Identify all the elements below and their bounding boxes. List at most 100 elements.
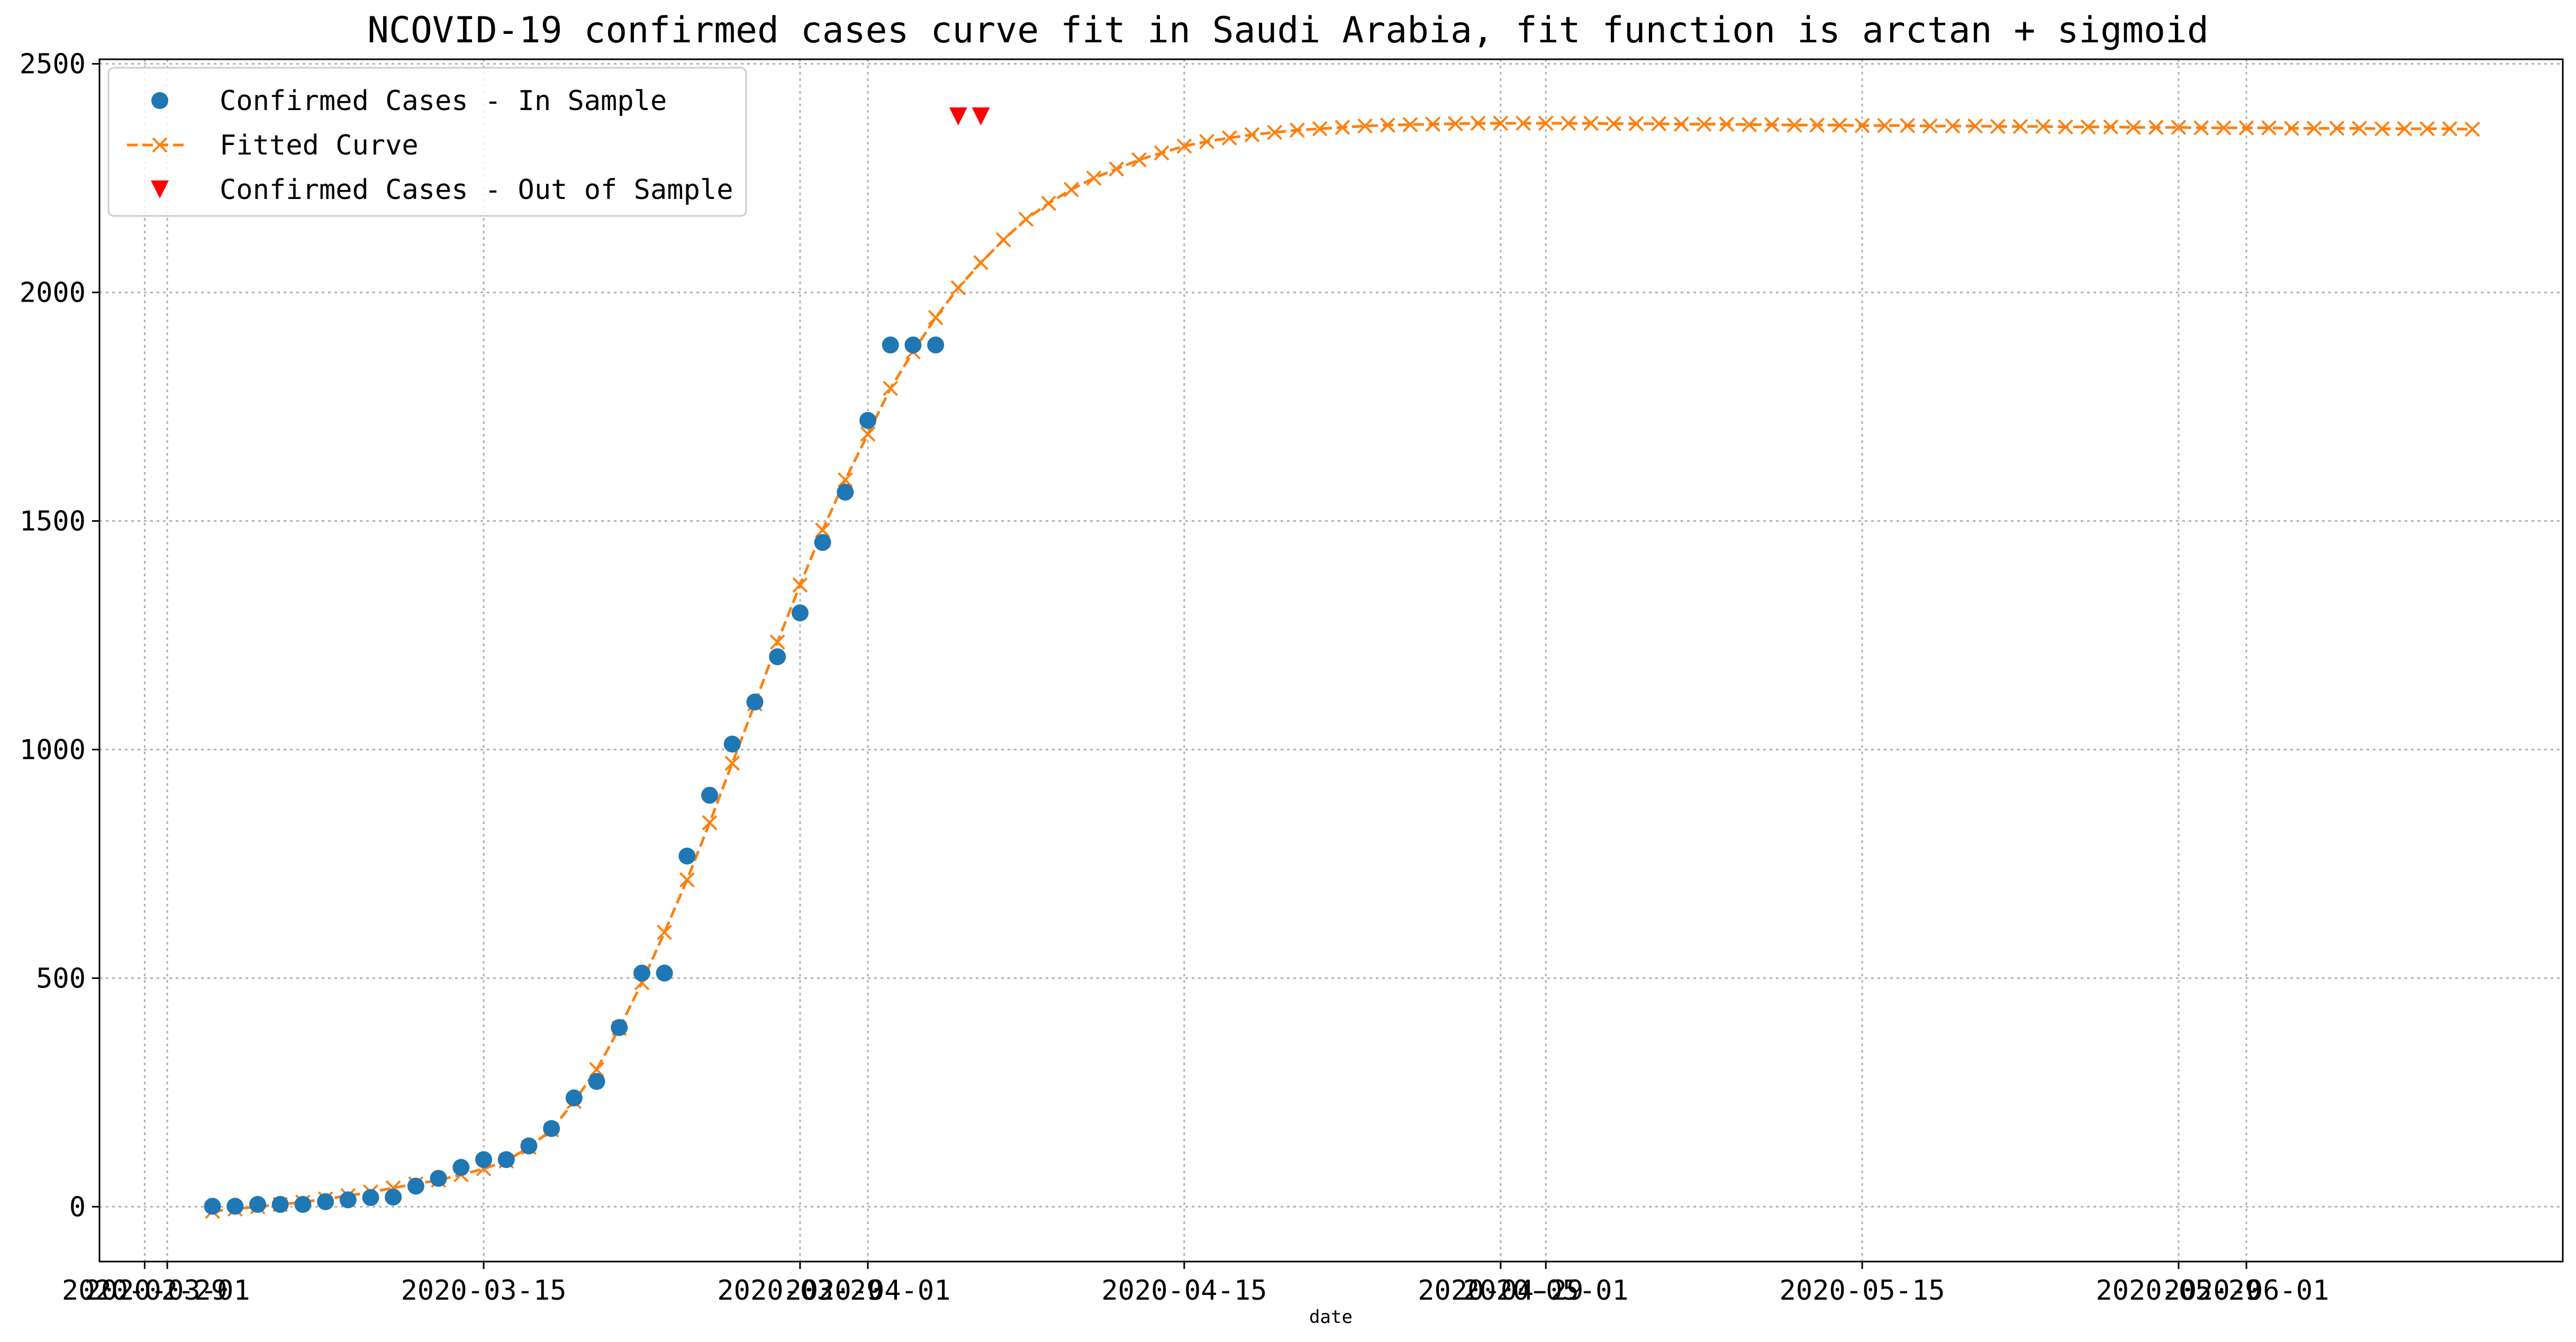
legend: Confirmed Cases - In Sample Fitted Curve C… [107,67,747,217]
x-tick-label: 2020-02-29 [62,1275,228,1307]
x-tick-label: 2020-05-15 [1780,1275,1945,1307]
fitted-curve-marker [2126,120,2141,135]
y-tick-label: 500 [36,963,86,994]
fitted-curve-marker [1628,116,1644,132]
fitted-curve-marker [2261,120,2277,135]
fitted-curve-marker [2171,120,2187,135]
fitted-curve-marker [2216,120,2232,135]
fitted-curve-marker [679,872,695,888]
in-sample-point [904,336,922,353]
fitted-curve-marker [2103,119,2119,135]
in-sample-point [430,1169,447,1187]
series-0 [204,336,945,1215]
fitted-curve-marker [2080,119,2096,135]
y-tick-label: 2000 [20,277,86,309]
in-sample-point [633,964,650,982]
x-tick-label: 2020-04-29 [1418,1275,1583,1307]
out-of-sample-point [972,107,990,125]
fitted-curve-marker [928,310,944,325]
fitted-curve-marker [1290,122,1305,138]
plot-frame [98,58,2564,1263]
in-sample-point [407,1177,424,1195]
in-sample-point [746,693,764,711]
in-sample-point [701,786,719,804]
fitted-curve-marker [589,1062,604,1077]
in-sample-point [294,1196,312,1213]
in-sample-point [520,1137,538,1155]
fitted-curve-marker [2012,119,2028,134]
x-tick-label: 2020-04-01 [785,1275,950,1307]
fitted-curve-marker [2284,121,2299,136]
fitted-curve-marker [883,380,899,396]
fitted-curve-marker [1900,117,1915,133]
legend-label: Confirmed Cases - Out of Sample [220,174,733,206]
in-sample-point [769,648,786,666]
in-sample-point [385,1189,402,1206]
fitted-curve-marker [1312,121,1328,137]
fitted-curve-marker [2464,121,2480,137]
fitted-curve-marker [1516,115,1531,131]
fitted-curve-marker [1267,124,1283,140]
y-tick-label: 0 [69,1191,86,1223]
fitted-curve-marker [1018,211,1034,227]
fitted-curve-marker [1583,115,1599,131]
legend-marker [151,92,168,109]
fitted-curve-marker [1493,115,1509,131]
fitted-curve-marker [1402,117,1418,132]
grid [99,59,2563,1262]
fitted-curve-marker [1854,117,1870,133]
fitted-curve-marker [2148,120,2164,135]
fitted-curve-marker [657,924,673,940]
fitted-curve-marker [1335,120,1350,135]
fitted-curve-marker [2058,119,2073,135]
x-tick-label: 2020-05-01 [1463,1275,1629,1307]
plot-area [204,107,2480,1219]
legend-marker [152,137,168,153]
in-sample-point [204,1198,221,1215]
in-sample-point [317,1193,334,1210]
legend-label: Confirmed Cases - In Sample [220,85,667,117]
fitted-curve-marker [1086,170,1102,186]
x-tick-label: 2020-04-15 [1101,1275,1267,1307]
fitted-curve-marker [1357,118,1373,134]
series-1 [205,115,2480,1219]
in-sample-point [611,1019,628,1036]
in-sample-point [927,336,945,353]
in-sample-point [271,1196,289,1213]
y-tick-label: 1000 [20,734,86,766]
fitted-curve-marker [1380,117,1395,133]
legend-box [107,67,747,217]
fitted-curve-marker [1244,127,1260,142]
fitted-curve-marker [2193,120,2209,135]
in-sample-point [588,1073,605,1090]
fitted-curve-marker [2374,121,2390,137]
fitted-curve-marker [1538,115,1554,131]
chart-title: NCOVID-19 confirmed cases curve fit in S… [367,10,2209,51]
in-sample-point [791,604,809,622]
x-tick-label: 2020-05-29 [2096,1275,2261,1307]
fitted-curve-marker [1741,117,1757,132]
x-tick-label: 2020-03-29 [717,1275,883,1307]
in-sample-point [543,1120,560,1137]
fitted-curve-marker [1063,182,1079,197]
x-tick-label: 2020-06-01 [2164,1275,2329,1307]
in-sample-point [859,412,877,429]
fitted-curve-marker [1154,145,1169,161]
fitted-curve-marker [1447,116,1463,132]
fitted-curve-marker [1199,134,1215,149]
fitted-curve-marker [1809,117,1825,133]
fitted-curve-marker [1831,117,1847,133]
fitted-curve-marker [2352,121,2368,136]
series-2 [949,107,990,125]
fitted-curve-line [212,122,2473,1213]
fitted-curve-marker [1221,130,1237,146]
in-sample-point [339,1191,357,1209]
in-sample-point [452,1159,470,1176]
fitted-curve-marker [1470,115,1486,131]
fitted-curve-marker [769,634,785,650]
fitted-curve-marker [702,815,718,831]
fitted-curve-marker [2306,121,2322,136]
in-sample-point [837,484,854,501]
fitted-curve-marker [1041,195,1057,211]
fitted-curve-marker [724,755,740,771]
